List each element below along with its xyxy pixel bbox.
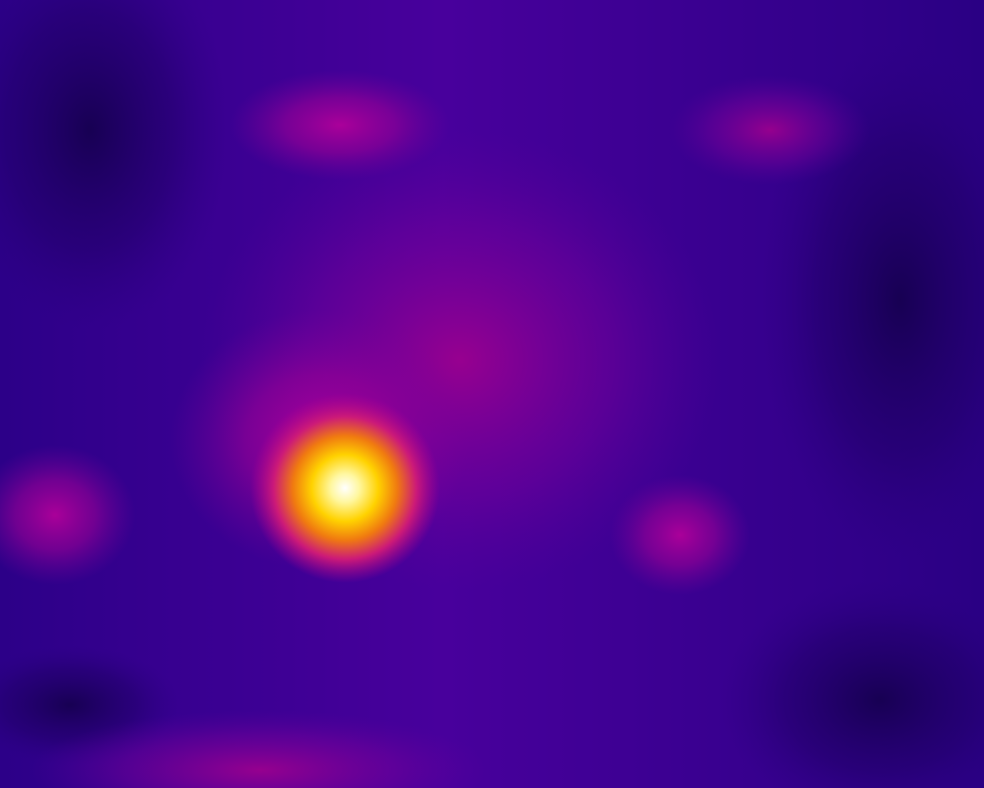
warm-spot [230,70,450,180]
cool-region [720,580,984,788]
warm-spot [670,75,870,185]
warm-spot [610,475,750,595]
warm-spot [0,445,135,585]
warm-region [30,710,490,788]
hot-spot [250,393,440,583]
cool-region [0,0,230,330]
